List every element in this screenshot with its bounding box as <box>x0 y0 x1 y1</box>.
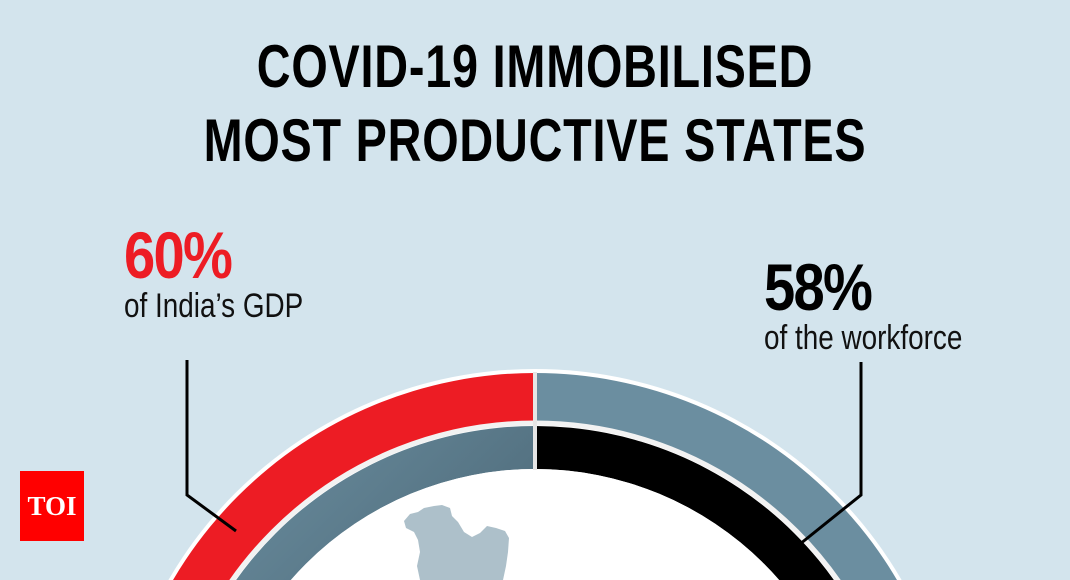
gdp-ring-share <box>173 373 535 580</box>
india-map-icon <box>404 505 509 580</box>
workforce-value: 58% <box>764 250 873 324</box>
workforce-stat: 58% of the workforce <box>764 254 1006 356</box>
infographic-title: COVID-19 IMMOBILISED MOST PRODUCTIVE STA… <box>118 30 953 178</box>
title-line-2: MOST PRODUCTIVE STATES <box>203 107 867 174</box>
gdp-stat: 60% of India’s GDP <box>124 222 343 324</box>
workforce-leader-line <box>799 362 863 546</box>
workforce-ring-rest <box>236 426 535 580</box>
gdp-ring-rest <box>535 373 897 580</box>
toi-logo: TOI <box>20 471 84 541</box>
gdp-label: of India’s GDP <box>124 287 304 325</box>
toi-logo-text: TOI <box>27 490 77 521</box>
gdp-value: 60% <box>124 218 233 292</box>
gdp-leader-line <box>185 360 237 533</box>
workforce-ring-share <box>535 426 834 580</box>
workforce-label: of the workforce <box>764 319 963 357</box>
title-line-1: COVID-19 IMMOBILISED <box>256 33 814 100</box>
chart-center <box>290 469 780 580</box>
